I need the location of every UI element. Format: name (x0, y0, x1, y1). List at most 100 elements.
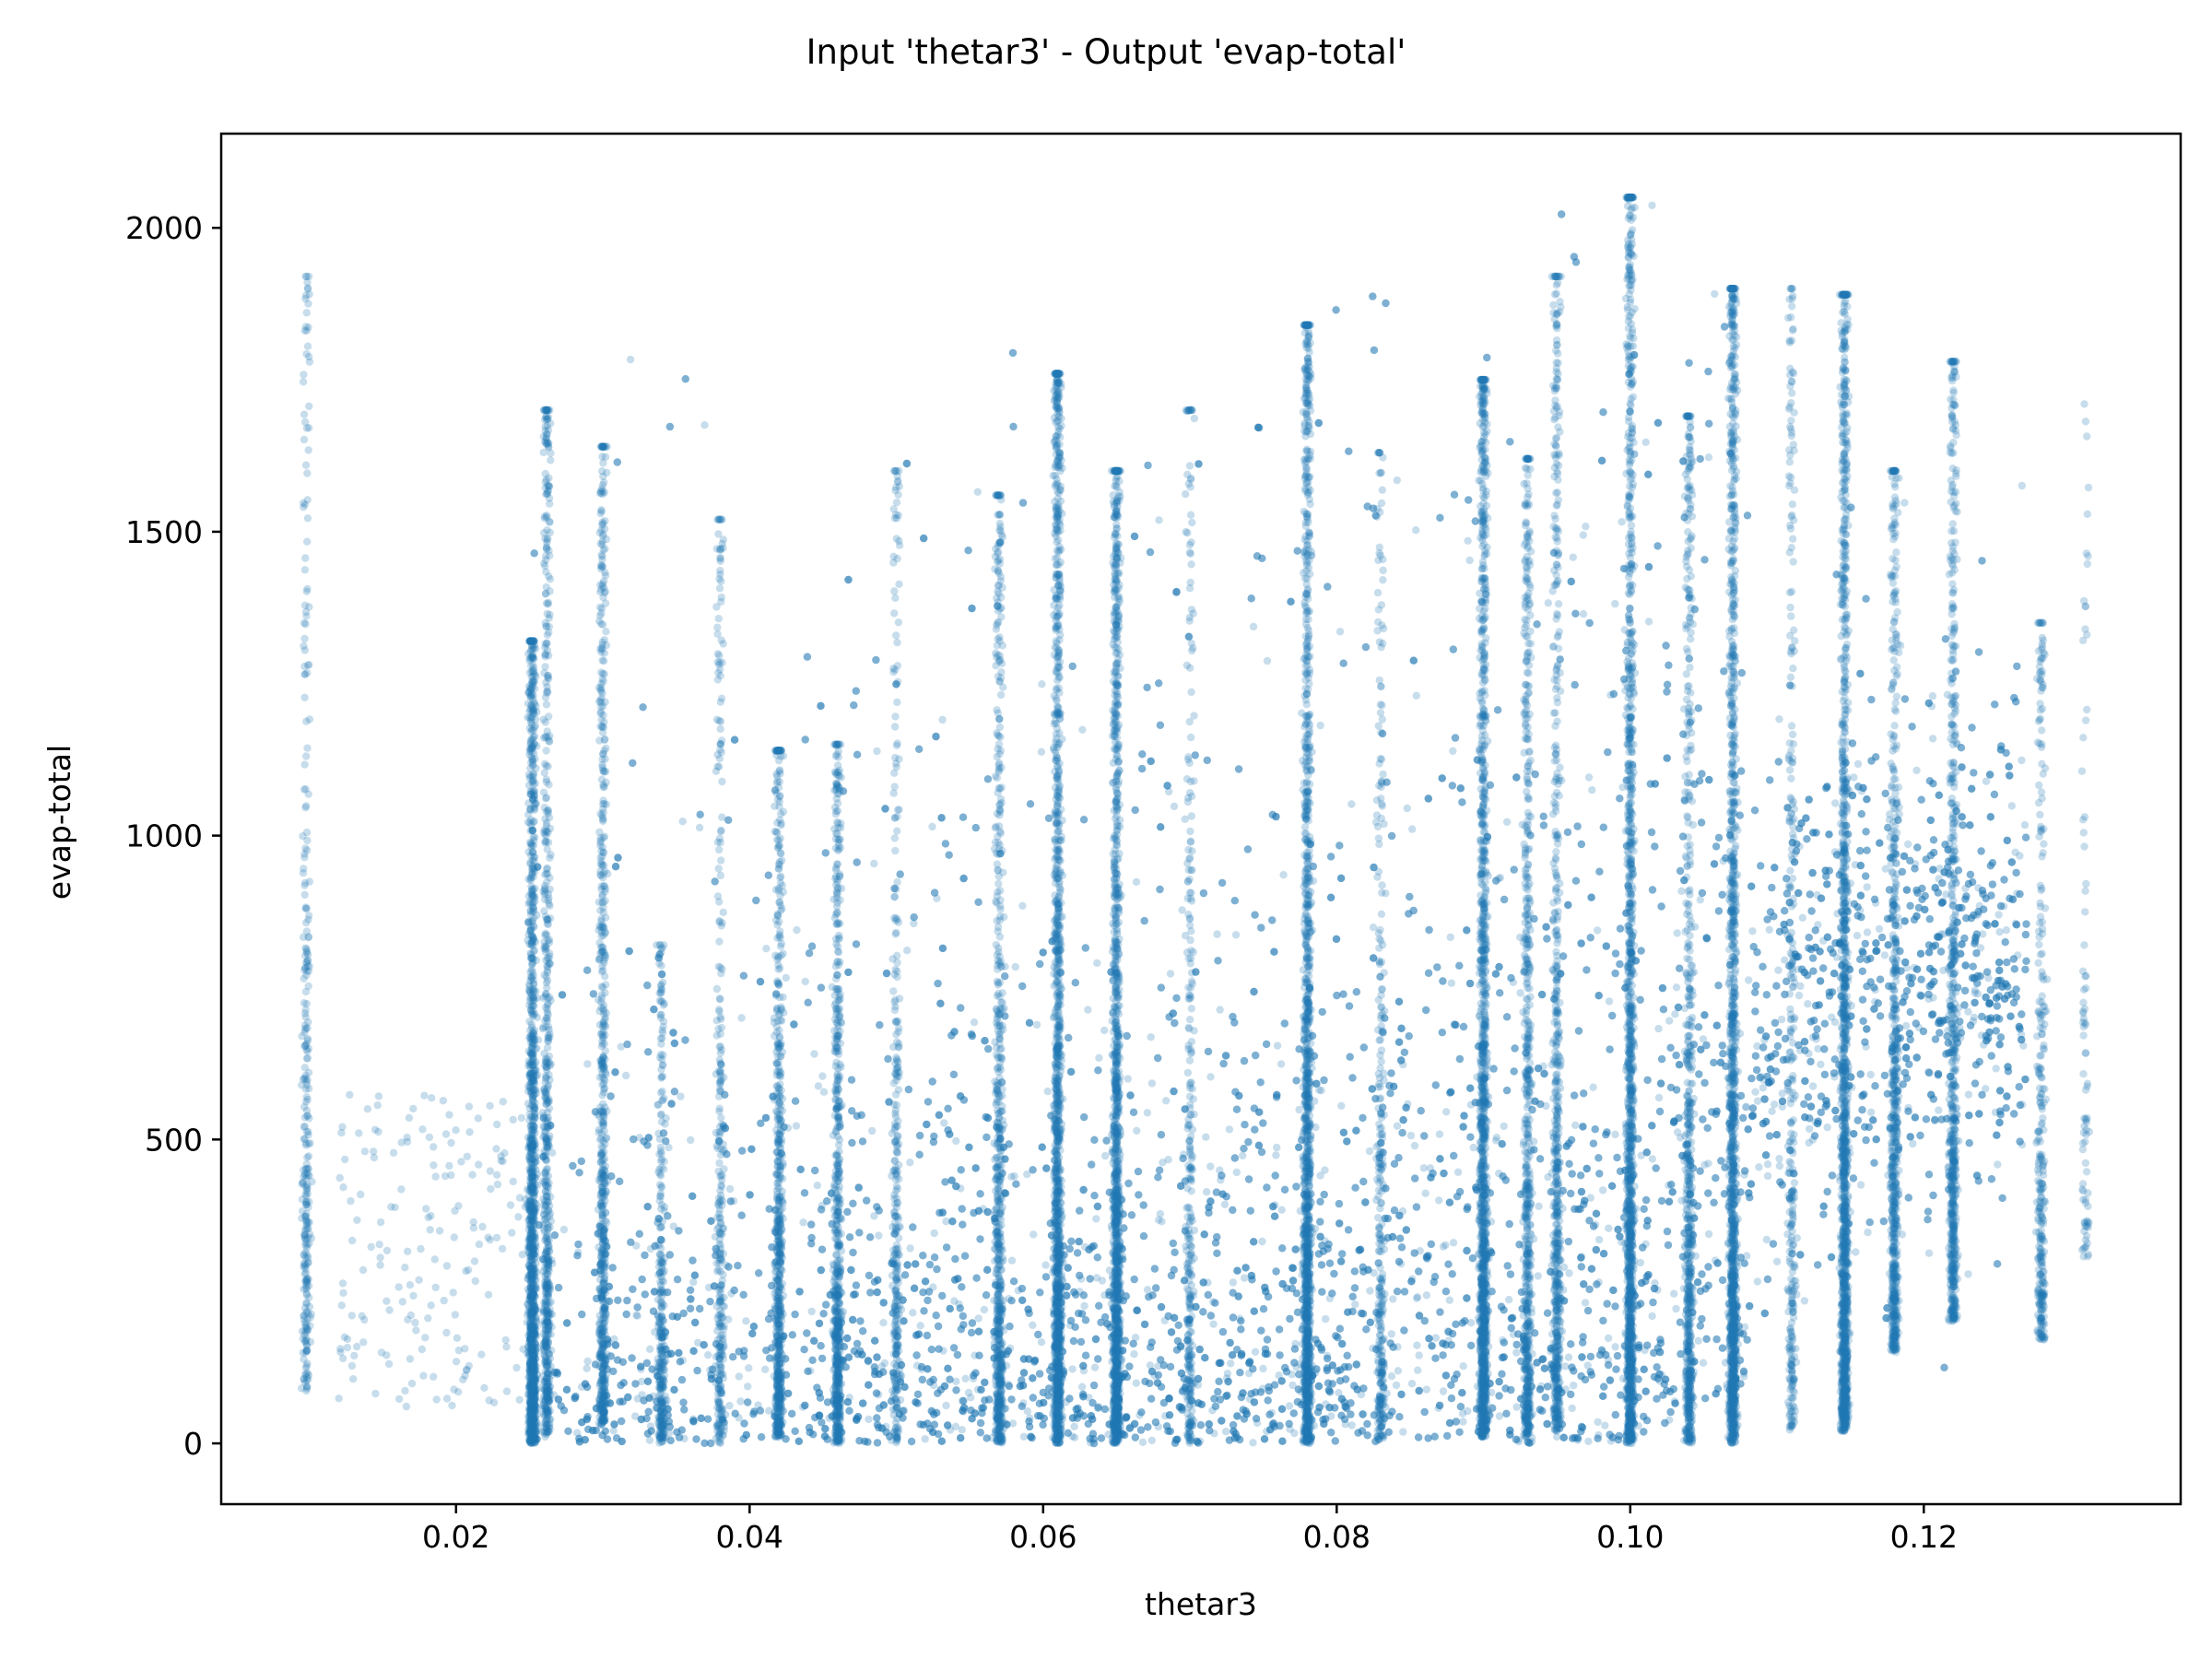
scatter-point (1755, 1163, 1762, 1171)
scatter-point (928, 823, 935, 830)
scatter-point (1929, 735, 1936, 742)
scatter-point (906, 1244, 913, 1252)
scatter-point (1347, 800, 1355, 807)
scatter-point (1795, 992, 1803, 999)
scatter-point (1674, 929, 1681, 936)
scatter-point (1317, 1087, 1324, 1094)
scatter-point (1705, 453, 1712, 461)
scatter-point (1648, 1312, 1655, 1320)
scatter-point (873, 747, 880, 755)
scatter-point (1101, 1152, 1109, 1159)
scatter-point (1038, 748, 1045, 756)
scatter-point (689, 1278, 697, 1286)
scatter-point (1584, 1438, 1592, 1445)
scatter-point (1008, 1257, 1016, 1265)
scatter-point (1133, 1127, 1140, 1135)
scatter-point (762, 945, 770, 952)
scatter-point (1571, 1122, 1579, 1129)
scatter-point (1420, 1164, 1428, 1171)
scatter-point (782, 974, 790, 982)
scatter-point (1496, 1412, 1503, 1419)
scatter-point (1029, 1322, 1036, 1329)
scatter-point (1124, 1075, 1132, 1082)
scatter-point (1565, 1269, 1572, 1277)
scatter-point (1454, 1169, 1462, 1176)
scatter-point (1158, 1218, 1165, 1225)
scatter-point (1133, 1380, 1140, 1387)
scatter-point (1070, 1423, 1077, 1430)
scatter-point (1413, 692, 1420, 700)
scatter-point (1994, 1160, 2001, 1168)
scatter-point (1416, 1351, 1423, 1359)
scatter-point (1404, 805, 1411, 812)
scatter-point (974, 488, 982, 496)
scatter-point (1611, 1343, 1618, 1350)
scatter-point (1099, 1277, 1106, 1284)
scatter-point (1857, 1181, 1865, 1188)
scatter-point (1565, 1354, 1572, 1361)
scatter-point (1804, 1000, 1811, 1007)
scatter-point (1569, 1405, 1576, 1412)
scatter-point (1694, 1337, 1701, 1345)
scatter-point (1464, 537, 1471, 545)
scatter-point (1259, 1365, 1266, 1372)
scatter-point (1582, 1299, 1589, 1306)
scatter-point (1423, 1291, 1430, 1299)
scatter-point (1399, 1428, 1406, 1435)
scatter-point (1464, 1407, 1471, 1415)
scatter-point (1582, 523, 1589, 530)
scatter-point (1580, 610, 1587, 618)
scatter-point (1227, 1359, 1234, 1367)
scatter-point (1831, 799, 1839, 806)
scatter-point (1423, 1385, 1430, 1393)
scatter-point (646, 1437, 653, 1444)
scatter-point (1512, 1348, 1520, 1356)
scatter-point (1411, 1142, 1418, 1149)
scatter-point (1993, 1065, 2000, 1072)
scatter-point (761, 1366, 769, 1373)
scatter-point (971, 1018, 978, 1026)
scatter-point (1322, 1315, 1329, 1323)
scatter-point (1388, 1372, 1395, 1380)
scatter-point (1408, 825, 1416, 832)
scatter-point (1278, 1206, 1286, 1214)
scatter-point (1080, 1302, 1088, 1310)
scatter-point (1545, 599, 1552, 606)
scatter-point (1139, 1439, 1147, 1446)
scatter-point (1202, 1134, 1209, 1141)
scatter-point (975, 1314, 982, 1322)
scatter-point (1594, 1418, 1601, 1426)
scatter-point (1100, 1027, 1108, 1034)
chart-title: Input 'thetar3' - Output 'evap-total' (806, 32, 1406, 72)
scatter-point (1460, 1362, 1467, 1370)
scatter-point (1171, 803, 1178, 810)
scatter-point (1764, 1160, 1771, 1168)
scatter-point (1148, 1437, 1156, 1444)
scatter-point (1599, 1186, 1606, 1194)
scatter-point (1213, 930, 1220, 937)
scatter-point (1092, 1215, 1100, 1222)
scatter-point (1589, 1084, 1596, 1091)
scatter-point (1274, 1041, 1281, 1049)
scatter-point (967, 1394, 974, 1401)
scatter-point (1071, 1434, 1078, 1441)
scatter-point (1595, 1236, 1603, 1243)
scatter-point (1881, 951, 1888, 959)
scatter-point (1450, 1239, 1457, 1246)
scatter-point (1155, 516, 1162, 524)
scatter-point (1964, 1008, 1971, 1016)
scatter-point (1337, 1102, 1345, 1110)
scatter-point (1876, 925, 1883, 933)
scatter-point (1606, 997, 1613, 1005)
scatter-point (1670, 1290, 1677, 1298)
scatter-point (1449, 747, 1456, 755)
scatter-point (1655, 1094, 1663, 1101)
scatter-point (1535, 1203, 1542, 1210)
scatter-point (1654, 1025, 1662, 1032)
scatter-point (1801, 1297, 1808, 1304)
scatter-point (799, 1218, 806, 1226)
scatter-point (1394, 477, 1401, 484)
scatter-point (1412, 526, 1419, 534)
scatter-point (1809, 1082, 1817, 1089)
